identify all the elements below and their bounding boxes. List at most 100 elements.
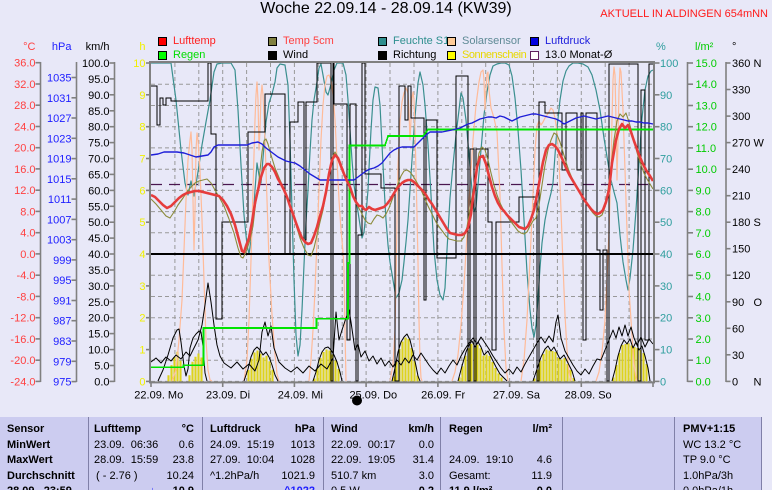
svg-text:4.0: 4.0 bbox=[696, 292, 711, 304]
svg-text:300: 300 bbox=[732, 111, 750, 123]
svg-text:10: 10 bbox=[660, 345, 672, 357]
svg-text:W: W bbox=[754, 138, 765, 150]
svg-text:27.09. Sa: 27.09. Sa bbox=[493, 390, 541, 402]
svg-text:1007: 1007 bbox=[47, 214, 71, 226]
svg-text:65.0: 65.0 bbox=[88, 169, 109, 181]
svg-text:150: 150 bbox=[732, 244, 750, 256]
svg-text:979: 979 bbox=[53, 356, 71, 368]
svg-text:14.0: 14.0 bbox=[696, 79, 717, 91]
svg-text:60: 60 bbox=[660, 185, 672, 197]
svg-text:180: 180 bbox=[732, 217, 750, 229]
svg-text:80.0: 80.0 bbox=[88, 122, 109, 134]
svg-text:20.0: 20.0 bbox=[14, 143, 35, 155]
svg-text:70: 70 bbox=[660, 154, 672, 166]
svg-text:330: 330 bbox=[732, 85, 750, 97]
svg-text:3: 3 bbox=[139, 281, 145, 293]
svg-text:210: 210 bbox=[732, 191, 750, 203]
svg-text:6: 6 bbox=[139, 185, 145, 197]
svg-text:-16.0: -16.0 bbox=[10, 334, 35, 346]
svg-text:85.0: 85.0 bbox=[88, 106, 109, 118]
svg-text:30: 30 bbox=[660, 281, 672, 293]
svg-text:10: 10 bbox=[133, 58, 145, 70]
svg-text:30: 30 bbox=[732, 350, 744, 362]
svg-text:-8.0: -8.0 bbox=[17, 291, 36, 303]
svg-text:20.0: 20.0 bbox=[88, 313, 109, 325]
svg-text:O: O bbox=[754, 297, 763, 309]
svg-text:12.0: 12.0 bbox=[696, 122, 717, 134]
svg-text:24.0: 24.0 bbox=[14, 121, 35, 133]
svg-text:50.0: 50.0 bbox=[88, 217, 109, 229]
svg-text:60.0: 60.0 bbox=[88, 185, 109, 197]
svg-text:1019: 1019 bbox=[47, 154, 71, 166]
svg-text:-12.0: -12.0 bbox=[10, 313, 35, 325]
svg-text:45.0: 45.0 bbox=[88, 233, 109, 245]
svg-text:-24.0: -24.0 bbox=[10, 376, 35, 388]
svg-text:5.0: 5.0 bbox=[696, 270, 711, 282]
svg-text:7: 7 bbox=[139, 154, 145, 166]
svg-text:80: 80 bbox=[660, 122, 672, 134]
svg-text:S: S bbox=[754, 217, 761, 229]
svg-text:km/h: km/h bbox=[86, 41, 110, 53]
svg-text:13.0: 13.0 bbox=[696, 101, 717, 113]
svg-text:90.0: 90.0 bbox=[88, 90, 109, 102]
svg-text:15.0: 15.0 bbox=[88, 329, 109, 341]
svg-text:90: 90 bbox=[660, 90, 672, 102]
svg-text:55.0: 55.0 bbox=[88, 201, 109, 213]
svg-text:1023: 1023 bbox=[47, 133, 71, 145]
svg-text:8.0: 8.0 bbox=[20, 206, 35, 218]
svg-text:90: 90 bbox=[732, 297, 744, 309]
svg-text:10.0: 10.0 bbox=[696, 164, 717, 176]
svg-text:40.0: 40.0 bbox=[88, 249, 109, 261]
svg-text:2: 2 bbox=[139, 313, 145, 325]
svg-text:hPa: hPa bbox=[52, 41, 72, 53]
svg-text:36.0: 36.0 bbox=[14, 58, 35, 70]
svg-text:23.09. Di: 23.09. Di bbox=[206, 390, 250, 402]
svg-text:N: N bbox=[754, 376, 762, 388]
svg-text:50: 50 bbox=[660, 217, 672, 229]
svg-text:28.0: 28.0 bbox=[14, 100, 35, 112]
svg-text:1.0: 1.0 bbox=[696, 355, 711, 367]
svg-text:-4.0: -4.0 bbox=[17, 270, 36, 282]
svg-text:1027: 1027 bbox=[47, 113, 71, 125]
svg-text:35.0: 35.0 bbox=[88, 265, 109, 277]
svg-text:8.0: 8.0 bbox=[696, 207, 711, 219]
svg-text:40: 40 bbox=[660, 249, 672, 261]
svg-text:0: 0 bbox=[139, 376, 145, 388]
svg-text:360: 360 bbox=[732, 58, 750, 70]
svg-text:4.0: 4.0 bbox=[20, 228, 35, 240]
svg-text:240: 240 bbox=[732, 164, 750, 176]
svg-text:75.0: 75.0 bbox=[88, 138, 109, 150]
svg-text:1035: 1035 bbox=[47, 73, 71, 85]
svg-text:270: 270 bbox=[732, 138, 750, 150]
svg-text:0.0: 0.0 bbox=[20, 249, 35, 261]
svg-text:999: 999 bbox=[53, 255, 71, 267]
svg-text:26.09. Fr: 26.09. Fr bbox=[421, 390, 465, 402]
svg-text:987: 987 bbox=[53, 316, 71, 328]
svg-text:9: 9 bbox=[139, 90, 145, 102]
svg-text:22.09. Mo: 22.09. Mo bbox=[134, 390, 183, 402]
svg-text:5: 5 bbox=[139, 217, 145, 229]
svg-text:5.0: 5.0 bbox=[94, 361, 109, 373]
svg-text:1031: 1031 bbox=[47, 93, 71, 105]
svg-text:28.09. So: 28.09. So bbox=[565, 390, 612, 402]
svg-text:l/m²: l/m² bbox=[695, 41, 714, 53]
svg-text:100.0: 100.0 bbox=[82, 58, 110, 70]
svg-text:9.0: 9.0 bbox=[696, 185, 711, 197]
svg-text:1003: 1003 bbox=[47, 235, 71, 247]
svg-text:1015: 1015 bbox=[47, 174, 71, 186]
svg-text:983: 983 bbox=[53, 336, 71, 348]
svg-text:995: 995 bbox=[53, 275, 71, 287]
svg-text:0.0: 0.0 bbox=[696, 376, 711, 388]
svg-text:8: 8 bbox=[139, 122, 145, 134]
svg-text:°C: °C bbox=[23, 41, 35, 53]
svg-text:24.09. Mi: 24.09. Mi bbox=[278, 390, 323, 402]
svg-text:25.0: 25.0 bbox=[88, 297, 109, 309]
svg-text:0.0: 0.0 bbox=[94, 376, 109, 388]
svg-text:0: 0 bbox=[732, 376, 738, 388]
svg-text:%: % bbox=[656, 41, 666, 53]
svg-text:60: 60 bbox=[732, 323, 744, 335]
svg-text:7.0: 7.0 bbox=[696, 228, 711, 240]
svg-text:975: 975 bbox=[53, 377, 71, 389]
svg-text:°: ° bbox=[732, 41, 736, 53]
svg-text:0: 0 bbox=[660, 376, 666, 388]
